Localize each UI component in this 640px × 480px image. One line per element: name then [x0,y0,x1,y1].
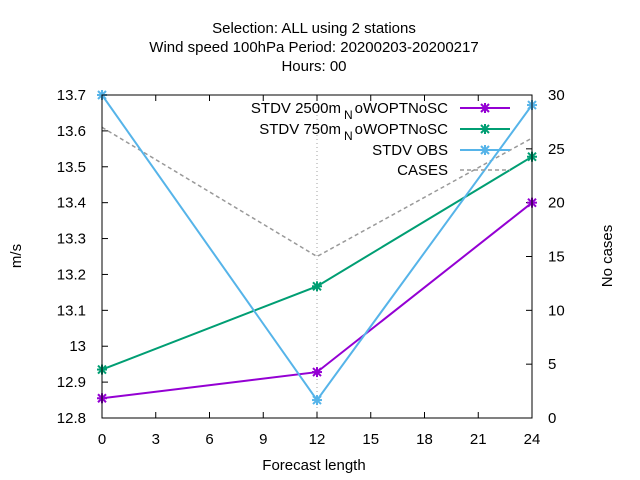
legend-label-rest: oWOPTNoSC [355,100,449,117]
x-tick-label: 3 [152,431,160,448]
series-0-point-1 [312,367,322,378]
legend-marker-0 [480,103,490,113]
y-tick-label: 12.8 [57,410,86,427]
chart-title-line-1: Selection: ALL using 2 stations [212,20,416,37]
y2-tick-label: 20 [548,195,565,212]
x-tick-label: 21 [470,431,487,448]
y2-axis-label: No cases [599,225,616,288]
legend-label-main: CASES [397,162,448,179]
y-tick-label: 13.6 [57,123,86,140]
legend-label-main: STDV 750m [259,121,341,138]
x-tick-label: 9 [259,431,267,448]
legend-label-subscript: N [344,108,353,122]
y2-tick-label: 5 [548,356,556,373]
x-tick-label: 18 [416,431,433,448]
y2-tick-label: 10 [548,302,565,319]
y-tick-label: 13 [69,338,86,355]
chart-title-line-3: Hours: 00 [281,58,346,75]
y-tick-label: 12.9 [57,374,86,391]
series-2-point-1 [312,395,322,406]
y-tick-label: 13.5 [57,159,86,176]
legend-marker-2 [480,145,490,155]
y-tick-label: 13.2 [57,266,86,283]
legend-label-main: STDV OBS [372,142,448,159]
legend-marker-1 [480,124,490,134]
y-axis-label: m/s [8,244,25,268]
x-tick-label: 0 [98,431,106,448]
legend-label-main: STDV 2500m [251,100,341,117]
x-tick-label: 6 [205,431,213,448]
x-tick-label: 12 [309,431,326,448]
y-tick-label: 13.3 [57,231,86,248]
y2-tick-label: 25 [548,141,565,158]
legend-label-2: STDV OBS [372,142,448,159]
y2-tick-label: 15 [548,249,565,266]
y-tick-label: 13.1 [57,302,86,319]
legend-label-rest: oWOPTNoSC [355,121,449,138]
axis-ticks: 0 3 6 9 12 15 18 21 24 12.8 12.9 13 13.1 13.2 13.3 13.4… [57,87,565,448]
x-tick-label: 15 [362,431,379,448]
x-axis-label: Forecast length [262,457,365,474]
y-tick-label: 13.4 [57,195,86,212]
legend-label-subscript: N [344,129,353,143]
y-tick-label: 13.7 [57,87,86,104]
series-1-point-1 [312,281,322,292]
x-tick-label: 24 [524,431,541,448]
y2-tick-label: 0 [548,410,556,427]
y2-tick-label: 30 [548,87,565,104]
chart-title-line-2: Wind speed 100hPa Period: 20200203-20200… [149,39,478,56]
legend-label-3: CASES [397,162,448,179]
plot-frame [101,94,533,419]
series-line-3 [101,126,533,258]
